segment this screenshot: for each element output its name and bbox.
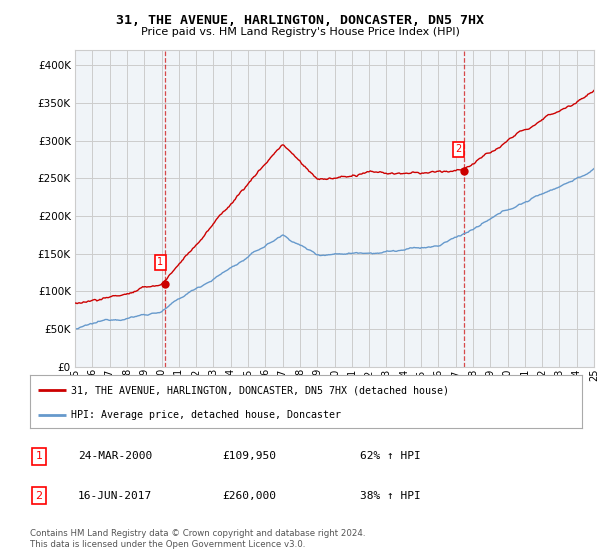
Text: 24-MAR-2000: 24-MAR-2000	[78, 451, 152, 461]
Text: 16-JUN-2017: 16-JUN-2017	[78, 491, 152, 501]
Text: 2: 2	[35, 491, 43, 501]
Text: 1: 1	[35, 451, 43, 461]
Text: Contains HM Land Registry data © Crown copyright and database right 2024.
This d: Contains HM Land Registry data © Crown c…	[30, 529, 365, 549]
Text: 1: 1	[157, 258, 163, 267]
Text: HPI: Average price, detached house, Doncaster: HPI: Average price, detached house, Donc…	[71, 410, 341, 420]
Text: £109,950: £109,950	[222, 451, 276, 461]
Text: 38% ↑ HPI: 38% ↑ HPI	[360, 491, 421, 501]
Text: 2: 2	[455, 144, 461, 155]
Text: Price paid vs. HM Land Registry's House Price Index (HPI): Price paid vs. HM Land Registry's House …	[140, 27, 460, 37]
Text: 62% ↑ HPI: 62% ↑ HPI	[360, 451, 421, 461]
Text: 31, THE AVENUE, HARLINGTON, DONCASTER, DN5 7HX: 31, THE AVENUE, HARLINGTON, DONCASTER, D…	[116, 14, 484, 27]
Text: 31, THE AVENUE, HARLINGTON, DONCASTER, DN5 7HX (detached house): 31, THE AVENUE, HARLINGTON, DONCASTER, D…	[71, 385, 449, 395]
Text: £260,000: £260,000	[222, 491, 276, 501]
